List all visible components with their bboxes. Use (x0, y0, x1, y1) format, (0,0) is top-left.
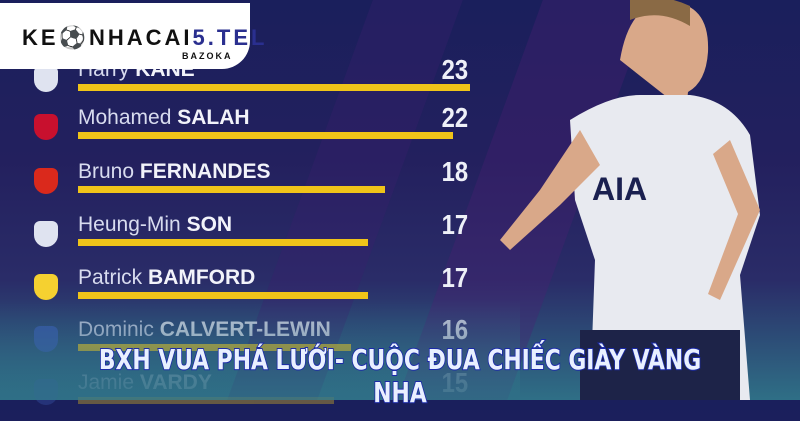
headline: BXH VUA PHÁ LƯỚI- CUỘC ĐUA CHIẾC GIÀY VÀ… (98, 342, 702, 410)
bottom-fade (0, 300, 520, 400)
goals-bar (78, 186, 385, 193)
player-name: Patrick BAMFORD (78, 266, 256, 289)
leeds-crest-icon (34, 274, 58, 300)
scorer-row: Patrick BAMFORD 17 (0, 262, 480, 316)
goals-label: 22 (441, 102, 468, 133)
tottenham-crest-icon (34, 66, 58, 92)
goals-bar (78, 84, 470, 91)
goals-bar (78, 292, 368, 299)
player-name: Bruno FERNANDES (78, 160, 271, 183)
goals-label: 17 (441, 209, 468, 240)
scorer-row: Heung-Min SON 17 (0, 209, 480, 263)
scorer-row: Bruno FERNANDES 18 (0, 156, 480, 210)
goals-bar (78, 239, 368, 246)
logo-subtitle: BAZOKA (182, 51, 233, 61)
svg-text:AIA: AIA (592, 171, 647, 207)
ball-mascot-icon: ⚽ (58, 25, 89, 50)
player-photo: AIA (500, 0, 760, 400)
player-name: Heung-Min SON (78, 213, 233, 236)
logo-text: KE⚽NHACAI5.TEL (22, 25, 268, 50)
scorer-row: Mohamed SALAH 22 (0, 102, 480, 156)
goals-label: 23 (441, 54, 468, 85)
player-name: Mohamed SALAH (78, 106, 250, 129)
tottenham-crest-icon (34, 221, 58, 247)
goals-label: 18 (441, 156, 468, 187)
site-logo[interactable]: KE⚽NHACAI5.TEL BAZOKA (0, 3, 264, 69)
man-united-crest-icon (34, 168, 58, 194)
liverpool-crest-icon (34, 114, 58, 140)
goals-bar (78, 132, 453, 139)
goals-label: 17 (441, 262, 468, 293)
